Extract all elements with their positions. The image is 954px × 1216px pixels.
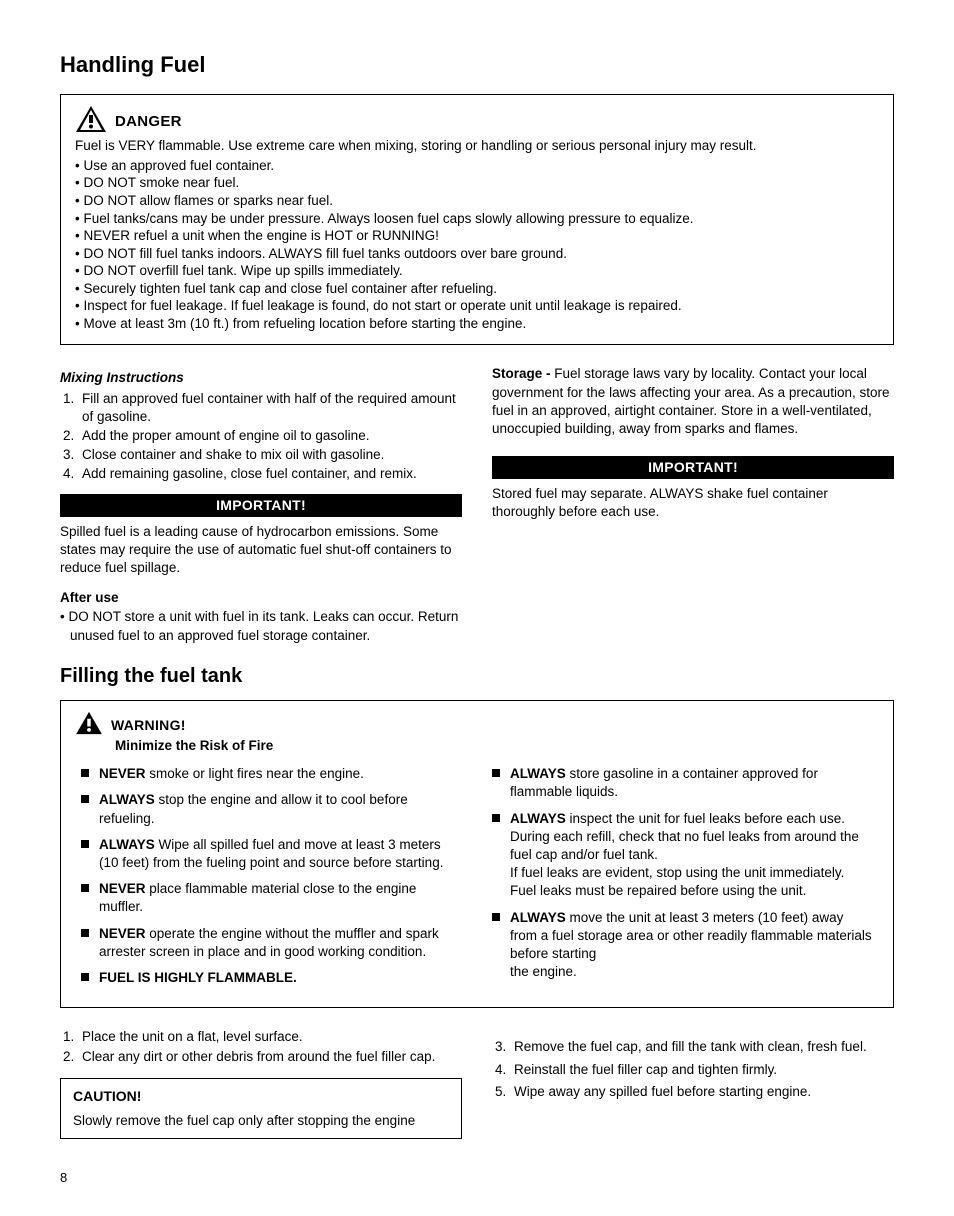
warning-subtitle: Minimize the Risk of Fire (115, 737, 879, 755)
danger-bullet: • NEVER refuel a unit when the engine is… (75, 227, 879, 245)
warning-item: FUEL IS HIGHLY FLAMMABLE. (81, 969, 462, 987)
warning-item: ALWAYS store gasoline in a container app… (492, 765, 873, 801)
step-item: Wipe away any spilled fuel before starti… (510, 1083, 894, 1101)
warning-header: WARNING! (75, 711, 879, 735)
mixing-heading: Mixing Instructions (60, 369, 462, 387)
caution-label: CAUTION! (73, 1087, 449, 1106)
page-number: 8 (60, 1169, 894, 1187)
spilled-fuel-text: Spilled fuel is a leading cause of hydro… (60, 523, 462, 578)
mixing-step: Fill an approved fuel container with hal… (78, 390, 462, 426)
left-column: Mixing Instructions Fill an approved fue… (60, 365, 462, 645)
mixing-step: Add the proper amount of engine oil to g… (78, 427, 462, 445)
important-bar-right: IMPORTANT! (492, 456, 894, 479)
danger-bullet: • DO NOT allow flames or sparks near fue… (75, 192, 879, 210)
stored-fuel-text: Stored fuel may separate. ALWAYS shake f… (492, 485, 894, 521)
step-item: Place the unit on a flat, level surface. (78, 1028, 462, 1046)
warning-item: ALWAYS stop the engine and allow it to c… (81, 791, 462, 827)
danger-bullet: • Move at least 3m (10 ft.) from refueli… (75, 315, 879, 333)
bottom-right-col: Remove the fuel cap, and fill the tank w… (492, 1028, 894, 1139)
warning-label: WARNING! (111, 716, 186, 735)
danger-bullet: • Use an approved fuel container. (75, 157, 879, 175)
warning-item: ALWAYS Wipe all spilled fuel and move at… (81, 836, 462, 872)
mixing-steps: Fill an approved fuel container with hal… (60, 390, 462, 484)
storage-label: Storage - (492, 366, 554, 381)
caution-box: CAUTION! Slowly remove the fuel cap only… (60, 1078, 462, 1139)
middle-columns: Mixing Instructions Fill an approved fue… (60, 365, 894, 645)
danger-bullet: • DO NOT overfill fuel tank. Wipe up spi… (75, 262, 879, 280)
warning-columns: NEVER smoke or light fires near the engi… (75, 765, 879, 995)
warning-box: WARNING! Minimize the Risk of Fire NEVER… (60, 700, 894, 1008)
danger-label: DANGER (115, 112, 182, 132)
mixing-step: Close container and shake to mix oil wit… (78, 446, 462, 464)
warning-item: ALWAYS inspect the unit for fuel leaks b… (492, 810, 873, 901)
bottom-right-steps: Remove the fuel cap, and fill the tank w… (492, 1038, 894, 1101)
mixing-step: Add remaining gasoline, close fuel conta… (78, 465, 462, 483)
step-item: Clear any dirt or other debris from arou… (78, 1048, 462, 1066)
caution-text: Slowly remove the fuel cap only after st… (73, 1112, 449, 1130)
warning-triangle-icon (75, 711, 103, 735)
danger-header: DANGER (75, 105, 879, 133)
warning-right-list: ALWAYS store gasoline in a container app… (492, 765, 873, 981)
danger-bullet: • DO NOT smoke near fuel. (75, 174, 879, 192)
warning-item: NEVER smoke or light fires near the engi… (81, 765, 462, 783)
danger-bullet: • Securely tighten fuel tank cap and clo… (75, 280, 879, 298)
danger-box: DANGER Fuel is VERY flammable. Use extre… (60, 94, 894, 346)
warning-item: NEVER operate the engine without the muf… (81, 925, 462, 961)
step-item: Remove the fuel cap, and fill the tank w… (510, 1038, 894, 1056)
danger-bullet: • DO NOT fill fuel tanks indoors. ALWAYS… (75, 245, 879, 263)
danger-intro: Fuel is VERY flammable. Use extreme care… (75, 137, 879, 155)
bottom-left-steps: Place the unit on a flat, level surface.… (60, 1028, 462, 1065)
warning-item: NEVER place flammable material close to … (81, 880, 462, 916)
warning-triangle-icon (75, 105, 107, 133)
warning-left-col: NEVER smoke or light fires near the engi… (81, 765, 462, 995)
after-use-heading: After use (60, 589, 462, 607)
danger-bullet: • Fuel tanks/cans may be under pressure.… (75, 210, 879, 228)
after-use-bullet: • DO NOT store a unit with fuel in its t… (60, 608, 462, 644)
step-item: Reinstall the fuel filler cap and tighte… (510, 1061, 894, 1079)
bottom-left-col: Place the unit on a flat, level surface.… (60, 1028, 462, 1139)
important-bar-left: IMPORTANT! (60, 494, 462, 517)
warning-left-list: NEVER smoke or light fires near the engi… (81, 765, 462, 987)
right-column: Storage - Fuel storage laws vary by loca… (492, 365, 894, 645)
page-title: Handling Fuel (60, 50, 894, 80)
storage-paragraph: Storage - Fuel storage laws vary by loca… (492, 365, 894, 438)
warning-item: ALWAYS move the unit at least 3 meters (… (492, 909, 873, 982)
filling-heading: Filling the fuel tank (60, 663, 894, 690)
danger-bullet: • Inspect for fuel leakage. If fuel leak… (75, 297, 879, 315)
warning-right-col: ALWAYS store gasoline in a container app… (492, 765, 873, 995)
bottom-columns: Place the unit on a flat, level surface.… (60, 1028, 894, 1139)
danger-bullets: • Use an approved fuel container.• DO NO… (75, 157, 879, 332)
